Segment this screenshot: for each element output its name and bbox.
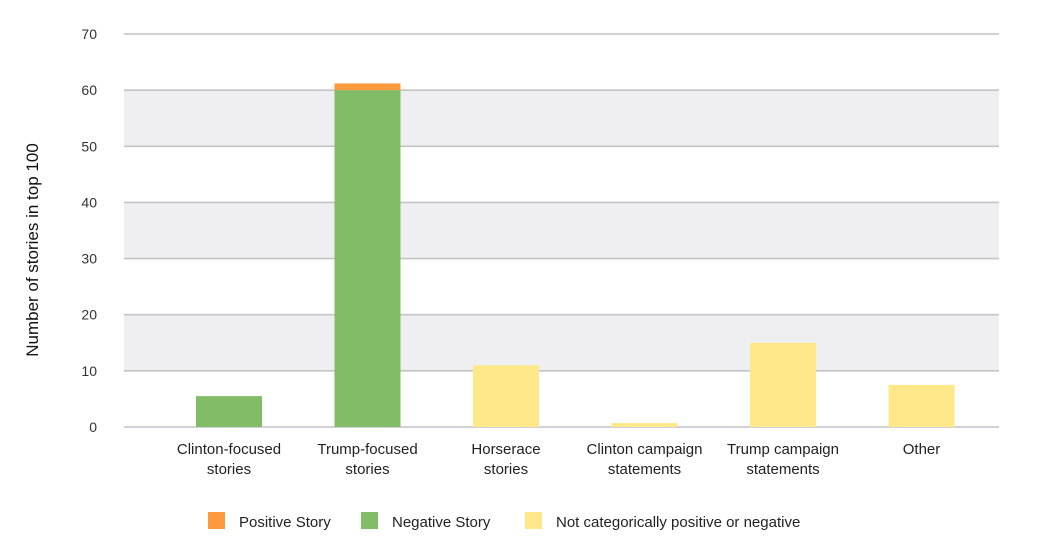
legend-label: Positive Story <box>239 514 331 531</box>
x-category-label: Clinton-focused stories <box>177 441 281 478</box>
y-axis-ticks: 0 10 20 30 40 50 60 70 <box>81 26 97 435</box>
y-tick-label: 30 <box>81 251 97 267</box>
y-tick-label: 40 <box>81 194 97 210</box>
y-tick-label: 70 <box>81 26 97 42</box>
x-category-label: Horserace stories <box>471 441 540 478</box>
bar-segment <box>334 83 401 91</box>
y-axis-title: Number of stories in top 100 <box>23 143 42 357</box>
bar-segment <box>750 342 816 427</box>
legend-label: Negative Story <box>392 514 491 531</box>
bar-segment <box>473 365 539 427</box>
bar-segment <box>196 396 262 427</box>
y-tick-label: 60 <box>81 82 97 98</box>
x-category-label: Trump-focused stories <box>317 441 417 478</box>
legend-swatch <box>361 512 378 529</box>
legend-swatch <box>208 512 225 529</box>
bars <box>196 83 955 428</box>
y-tick-label: 0 <box>89 419 97 435</box>
y-tick-label: 10 <box>81 363 97 379</box>
bar-segment <box>611 423 678 427</box>
bar-segment <box>334 90 401 428</box>
y-tick-label: 50 <box>81 138 97 154</box>
x-axis-category-labels: Clinton-focused stories Trump-focused stori… <box>177 441 940 478</box>
grid-band <box>124 202 999 259</box>
y-tick-label: 20 <box>81 307 97 323</box>
legend: Positive Story Negative Story Not categori… <box>208 512 800 531</box>
x-category-label: Trump campaign statements <box>727 441 839 478</box>
x-category-label: Other <box>903 441 941 458</box>
bar-segment <box>888 384 955 427</box>
grid-bands <box>124 90 999 371</box>
grid-band <box>124 314 999 371</box>
legend-swatch <box>525 512 542 529</box>
legend-label: Not categorically positive or negative <box>556 514 800 531</box>
grid-band <box>124 90 999 147</box>
gridlines <box>124 33 999 428</box>
x-category-label: Clinton campaign statements <box>587 441 703 478</box>
